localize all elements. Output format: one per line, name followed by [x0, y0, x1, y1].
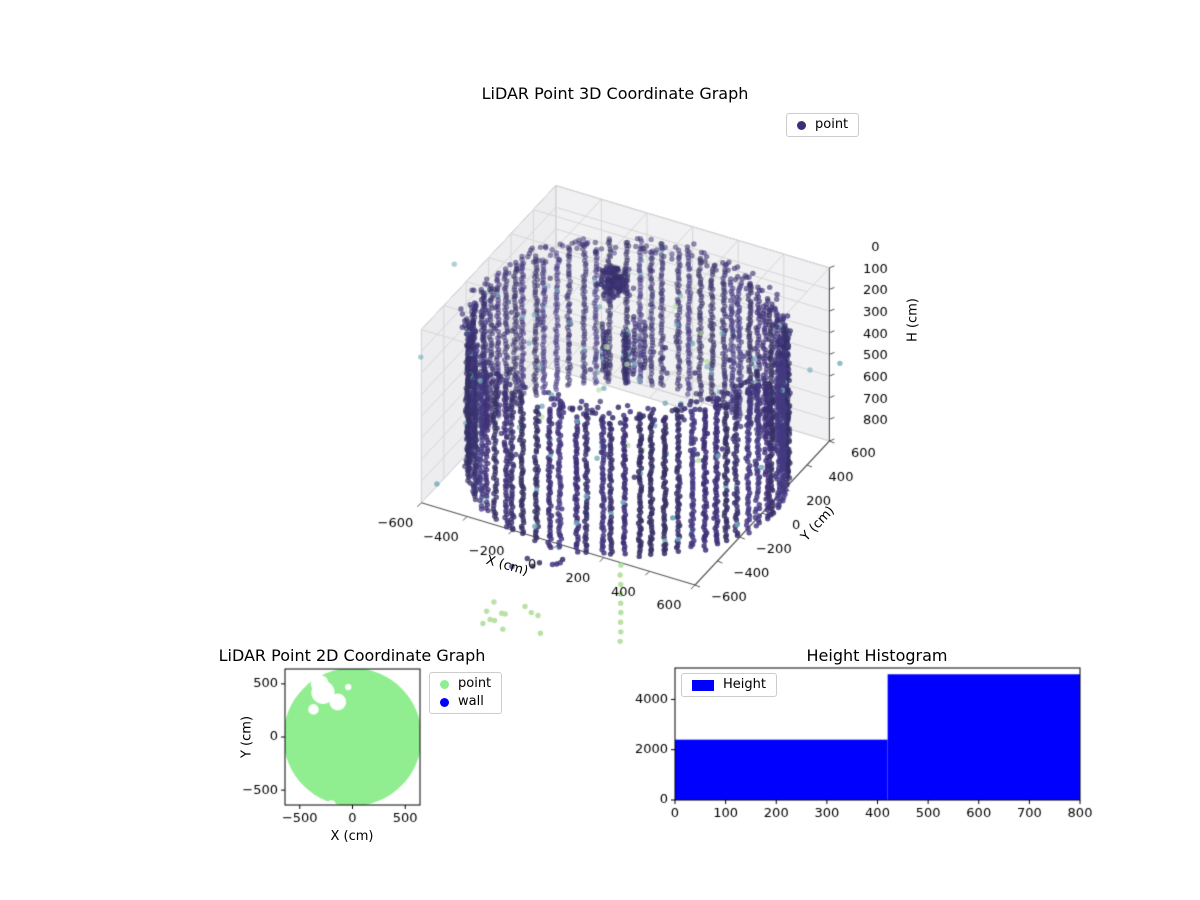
point-marker-icon [440, 679, 449, 689]
plot3d-title: LiDAR Point 3D Coordinate Graph [481, 84, 749, 103]
histogram-legend-entry-height: Height [692, 678, 766, 692]
point-marker-icon [797, 120, 806, 130]
histogram-title: Height Histogram [806, 646, 948, 665]
plot2d-legend: point wall [429, 672, 503, 714]
plot2d-legend-entry-wall: wall [440, 695, 491, 709]
histogram-legend: Height [681, 673, 777, 697]
plot2d-yaxis-label: Y (cm) [239, 715, 255, 759]
plot3d-haxis-label: H (cm) [905, 298, 921, 342]
plot2d-legend-label-wall: wall [458, 694, 484, 709]
plot2d-legend-label-point: point [458, 676, 492, 691]
plot2d-legend-entry-point: point [440, 677, 491, 691]
plot3d-legend-label-point: point [815, 117, 849, 132]
plot2d-title: LiDAR Point 2D Coordinate Graph [218, 646, 486, 665]
plot3d-legend: point [786, 113, 860, 137]
height-swatch-icon [692, 679, 714, 691]
plot2d-xaxis-label: X (cm) [330, 829, 374, 844]
plot3d-legend-entry-point: point [797, 118, 848, 132]
wall-marker-icon [440, 697, 449, 707]
histogram-legend-label-height: Height [723, 677, 766, 692]
